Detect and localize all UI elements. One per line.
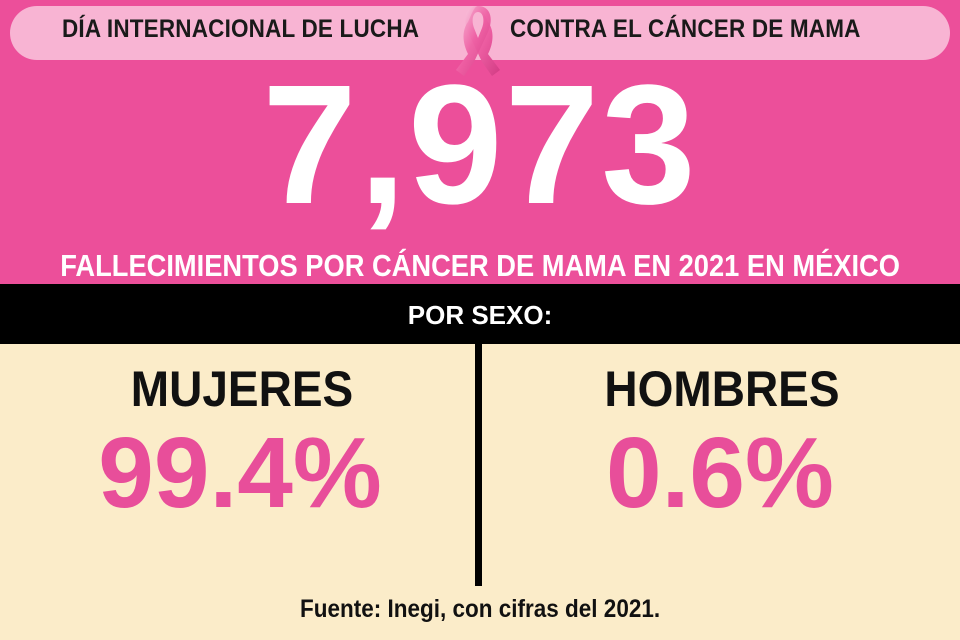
by-sex-label: POR SEXO: <box>407 300 553 330</box>
section-band <box>0 284 960 344</box>
title-left: DÍA INTERNACIONAL DE LUCHA <box>62 15 420 43</box>
men-percentage: 0.6% <box>606 417 834 529</box>
column-divider <box>475 344 482 586</box>
men-label: HOMBRES <box>604 361 840 417</box>
deaths-count: 7,973 <box>262 50 698 240</box>
women-label: MUJERES <box>130 361 354 417</box>
pink-ribbon-icon <box>456 6 500 76</box>
source-text: Fuente: Inegi, con cifras del 2021. <box>299 595 661 623</box>
source-note: Fuente: Inegi, con cifras del 2021. <box>0 594 960 624</box>
title-right: CONTRA EL CÁNCER DE MAMA <box>510 15 861 43</box>
women-percentage: 99.4% <box>98 417 382 529</box>
headline-subtitle-text: FALLECIMIENTOS POR CÁNCER DE MAMA EN 202… <box>60 248 900 283</box>
headline-subtitle: FALLECIMIENTOS POR CÁNCER DE MAMA EN 202… <box>0 248 960 284</box>
